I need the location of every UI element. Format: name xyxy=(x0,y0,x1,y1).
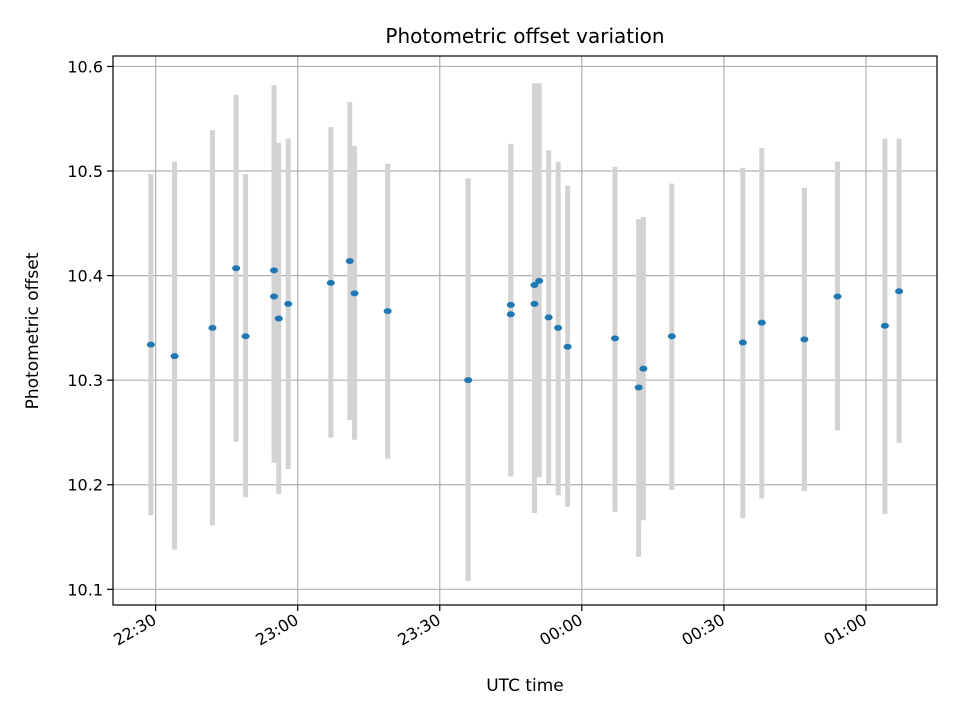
data-point xyxy=(800,336,809,343)
y-tick-label: 10.3 xyxy=(67,371,103,390)
data-point xyxy=(880,322,889,329)
data-point xyxy=(530,282,539,289)
data-point xyxy=(208,324,217,331)
point-layer xyxy=(146,257,904,391)
x-axis-label: UTC time xyxy=(486,676,564,696)
data-point xyxy=(170,353,179,360)
data-point xyxy=(667,333,676,340)
data-point xyxy=(274,315,283,322)
data-point xyxy=(232,265,241,272)
data-point xyxy=(326,279,335,286)
data-point xyxy=(530,300,539,307)
data-point xyxy=(833,293,842,300)
data-point xyxy=(146,341,155,348)
data-point xyxy=(383,308,392,315)
data-point xyxy=(634,384,643,391)
data-point xyxy=(757,319,766,326)
data-point xyxy=(464,377,473,384)
data-point xyxy=(284,300,293,307)
y-axis-label: Photometric offset xyxy=(23,252,43,409)
data-point xyxy=(544,314,553,321)
data-point xyxy=(270,267,279,274)
y-tick-label: 10.6 xyxy=(67,57,103,76)
data-point xyxy=(610,335,619,342)
data-point xyxy=(639,365,648,372)
chart-title: Photometric offset variation xyxy=(385,24,664,48)
data-point xyxy=(535,277,544,284)
data-point xyxy=(345,257,354,264)
plot-frame xyxy=(112,55,938,606)
data-point xyxy=(738,339,747,346)
data-point xyxy=(241,333,250,340)
data-point xyxy=(350,290,359,297)
data-point xyxy=(895,288,904,295)
grid-layer xyxy=(113,56,937,605)
y-tick-label: 10.1 xyxy=(67,580,103,599)
data-point xyxy=(506,301,515,308)
data-point xyxy=(563,343,572,350)
data-point xyxy=(554,324,563,331)
y-tick-label: 10.4 xyxy=(67,267,103,286)
data-point xyxy=(270,293,279,300)
data-point xyxy=(506,311,515,318)
y-tick-label: 10.2 xyxy=(67,476,103,495)
y-tick-label: 10.5 xyxy=(67,162,103,181)
